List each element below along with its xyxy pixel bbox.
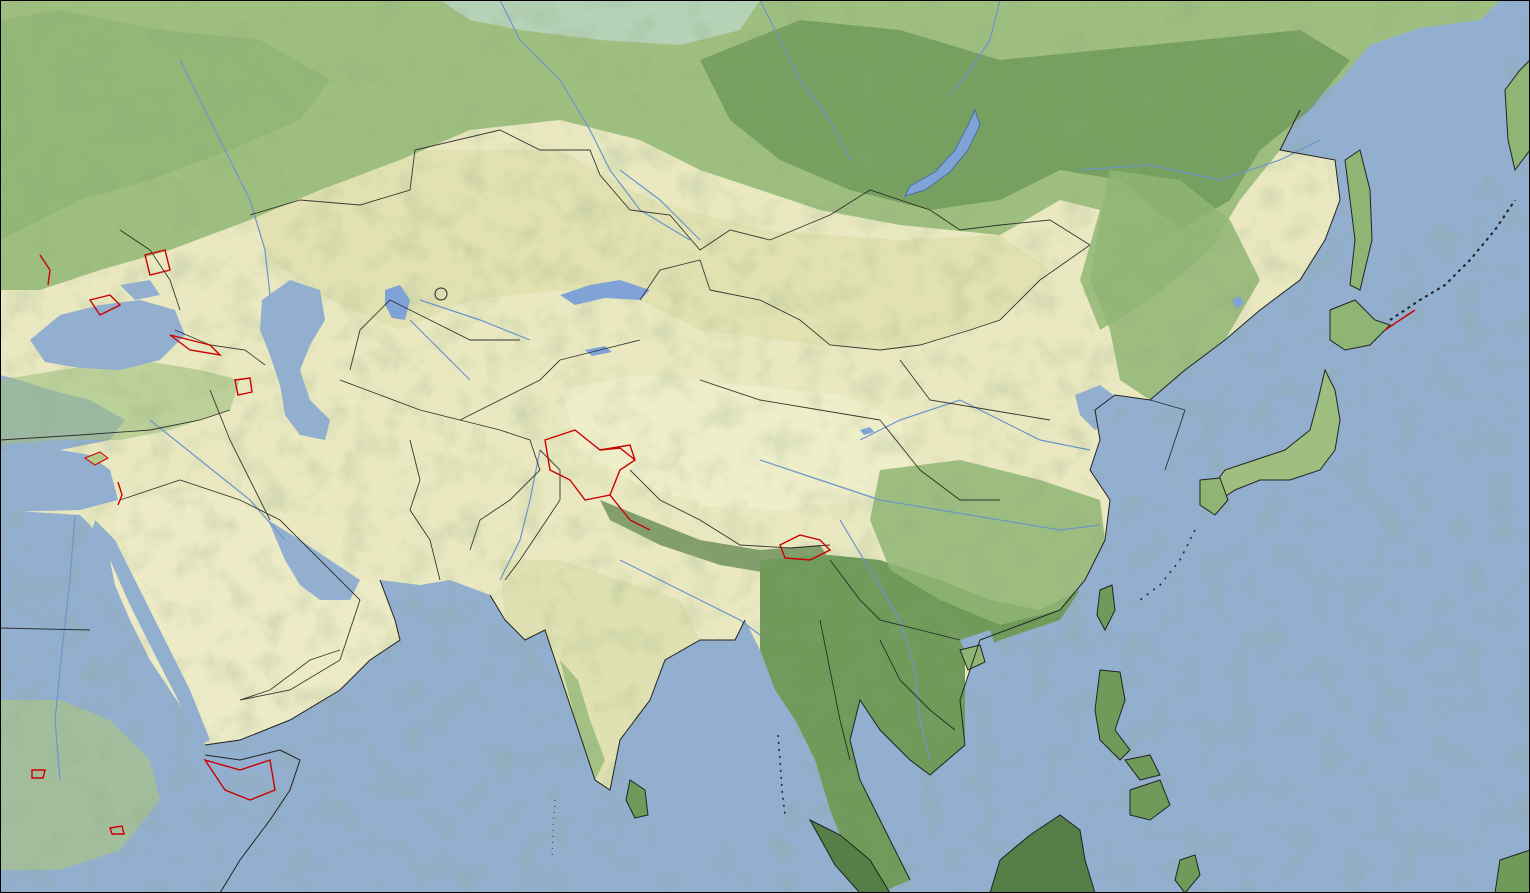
island-kuril-chain — [1389, 199, 1516, 321]
border-saudi — [119, 479, 361, 701]
border-iran-iraq — [209, 389, 271, 521]
island-hainan — [959, 644, 986, 671]
sea-mediterranean — [0, 450, 118, 512]
island-sulawesi — [1174, 854, 1201, 893]
river-yangtze — [759, 459, 1101, 531]
disputed-abkhazia — [169, 334, 223, 357]
river-irtysh — [619, 169, 701, 241]
river-amu-darya — [409, 319, 471, 381]
disputed-kuril — [1384, 309, 1416, 331]
border-afghanistan-pakistan — [459, 419, 541, 551]
border-ukraine-russia — [119, 229, 181, 311]
coastline-east-asia — [979, 109, 1341, 641]
river-volga — [179, 59, 271, 296]
island-sakhalin — [1344, 149, 1373, 291]
disputed-south-sudan — [31, 769, 46, 779]
sea-red-sea — [92, 520, 210, 745]
island-japan-hokkaido — [1329, 299, 1391, 351]
sea-caspian — [260, 280, 330, 440]
border-kazakhstan-china — [639, 259, 711, 301]
island-taiwan — [1096, 584, 1116, 632]
border-myanmar-thailand — [819, 619, 851, 761]
rivers — [54, 0, 1321, 781]
island-japan-honshu — [1209, 368, 1341, 501]
island-kamchatka — [1504, 59, 1530, 172]
river-mekong — [839, 519, 931, 761]
border-iran-afghanistan — [409, 439, 441, 581]
disputed-karabakh — [234, 377, 253, 396]
border-oman-yemen — [239, 649, 341, 701]
island-sumatra — [808, 818, 891, 893]
border-kazakhstan-uzbekistan — [349, 299, 520, 371]
border-russia-kazakhstan — [249, 129, 771, 251]
disputed-ilemi — [109, 825, 125, 835]
disputed-crimea — [88, 294, 122, 316]
border-china-southeast-asia — [829, 559, 961, 641]
sea-sea-of-azov — [120, 280, 160, 300]
sea-bay-of-bengal — [620, 640, 800, 850]
coastline-arabia — [204, 579, 401, 746]
lake-balkhash — [560, 280, 650, 305]
sea-black-sea — [30, 300, 185, 370]
island-ryukyu-chain — [1139, 529, 1196, 601]
lake-aral — [385, 285, 410, 320]
island-philippines-mindanao — [1129, 779, 1171, 821]
border-pakistan-india — [504, 449, 561, 581]
river-nile — [54, 514, 76, 781]
border-turkey — [0, 409, 231, 441]
border-china-provinces-1 — [699, 379, 881, 421]
lake-qinghai — [860, 427, 874, 435]
sea-yellow-sea — [1100, 420, 1165, 500]
island-borneo — [989, 814, 1096, 893]
coastlines — [204, 109, 1341, 893]
border-korea — [1149, 399, 1186, 471]
island-new-guinea-edge — [1494, 849, 1530, 893]
river-ganges — [619, 559, 761, 636]
border-china-provinces-2 — [879, 419, 1000, 501]
coastline-southeast-asia — [849, 639, 981, 881]
river-yenisei — [759, 0, 851, 161]
lake-sasykkol-marker — [434, 287, 448, 301]
border-russia-mongolia — [769, 189, 1091, 246]
river-ob — [499, 0, 691, 241]
border-laos-vietnam — [879, 639, 956, 731]
country-borders — [0, 129, 1186, 761]
disputed-arunachal — [779, 534, 832, 561]
island-japan-kyushu — [1199, 477, 1229, 516]
disputed-golan — [117, 481, 123, 506]
border-caucasus — [174, 329, 266, 366]
coastline-horn — [204, 749, 301, 893]
island-cyprus — [83, 451, 109, 466]
border-mongolia-china — [709, 244, 1091, 351]
river-euphrates — [149, 419, 286, 541]
sea-gulf-of-thailand — [870, 730, 925, 820]
river-amur — [1079, 139, 1321, 181]
disputed-aksai-chin — [599, 447, 636, 461]
coastline-india — [489, 594, 746, 791]
disputed-himalaya-line — [609, 494, 651, 531]
border-china-provinces-3 — [899, 359, 1051, 421]
river-lena — [949, 0, 1001, 96]
island-sri-lanka — [625, 779, 649, 819]
sea-persian-gulf — [268, 520, 360, 600]
island-maldives-chain — [551, 799, 556, 861]
disputed-transnistria — [39, 254, 51, 286]
lake-khanka — [1232, 296, 1244, 308]
border-central-asia — [339, 339, 641, 421]
disputed-donbas — [144, 249, 171, 276]
border-india-china — [629, 469, 831, 549]
lake-baikal — [904, 108, 981, 197]
island-philippines-luzon — [1094, 669, 1131, 761]
island-philippines-visayas — [1124, 754, 1161, 781]
border-egypt-sudan — [0, 627, 91, 631]
disputed-borders — [31, 249, 1416, 835]
disputed-kashmir — [544, 429, 636, 501]
river-syr-darya — [419, 299, 531, 341]
river-yellow — [859, 399, 1091, 451]
disputed-somaliland — [203, 758, 276, 801]
